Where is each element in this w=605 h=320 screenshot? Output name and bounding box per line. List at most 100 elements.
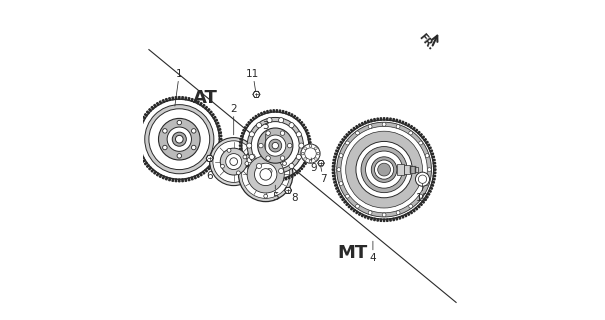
Polygon shape — [197, 101, 199, 104]
Polygon shape — [218, 145, 221, 147]
Text: AT: AT — [192, 89, 217, 107]
Polygon shape — [309, 148, 311, 149]
Polygon shape — [390, 219, 391, 221]
Polygon shape — [172, 179, 174, 181]
Circle shape — [226, 154, 242, 170]
Circle shape — [163, 145, 167, 150]
Circle shape — [382, 213, 386, 217]
Polygon shape — [426, 196, 428, 198]
Polygon shape — [137, 135, 140, 137]
Polygon shape — [250, 170, 252, 172]
Polygon shape — [143, 160, 146, 162]
Polygon shape — [433, 178, 435, 180]
Polygon shape — [215, 157, 218, 159]
Circle shape — [425, 182, 429, 186]
Polygon shape — [387, 219, 388, 221]
Polygon shape — [342, 198, 344, 201]
Polygon shape — [276, 179, 278, 181]
Polygon shape — [402, 215, 404, 218]
Circle shape — [419, 194, 423, 198]
Polygon shape — [434, 166, 436, 167]
Circle shape — [287, 143, 292, 148]
Polygon shape — [308, 151, 311, 153]
Polygon shape — [240, 145, 242, 146]
Bar — [404, 165, 410, 174]
Polygon shape — [396, 218, 397, 220]
Circle shape — [213, 141, 255, 182]
Polygon shape — [211, 114, 214, 116]
Circle shape — [305, 148, 316, 159]
Polygon shape — [422, 201, 425, 203]
Polygon shape — [384, 118, 385, 120]
Polygon shape — [399, 217, 401, 219]
Polygon shape — [215, 119, 218, 122]
Polygon shape — [344, 136, 346, 139]
Polygon shape — [219, 142, 222, 143]
Circle shape — [299, 143, 304, 148]
Circle shape — [428, 168, 431, 172]
Circle shape — [356, 141, 412, 198]
Polygon shape — [166, 99, 168, 101]
Polygon shape — [420, 203, 422, 205]
Polygon shape — [267, 178, 269, 181]
Polygon shape — [396, 119, 397, 122]
Polygon shape — [282, 110, 284, 113]
Polygon shape — [217, 125, 220, 127]
Circle shape — [289, 164, 294, 169]
Circle shape — [289, 123, 294, 128]
Polygon shape — [296, 172, 298, 174]
Polygon shape — [430, 150, 433, 152]
Polygon shape — [194, 100, 196, 102]
Polygon shape — [185, 97, 186, 100]
Polygon shape — [431, 153, 434, 155]
Polygon shape — [307, 132, 309, 134]
Polygon shape — [194, 176, 196, 179]
Polygon shape — [415, 129, 417, 132]
Polygon shape — [359, 213, 361, 215]
Text: 4: 4 — [370, 241, 376, 263]
Polygon shape — [243, 130, 245, 132]
Bar — [397, 164, 404, 175]
Circle shape — [191, 145, 196, 150]
Polygon shape — [211, 162, 214, 165]
Polygon shape — [253, 91, 260, 98]
Polygon shape — [154, 171, 156, 174]
Polygon shape — [154, 104, 156, 107]
Polygon shape — [213, 160, 216, 162]
Circle shape — [356, 204, 359, 208]
Polygon shape — [137, 139, 139, 140]
Polygon shape — [380, 118, 382, 120]
Polygon shape — [371, 119, 372, 122]
Polygon shape — [393, 119, 394, 121]
Polygon shape — [429, 190, 431, 192]
Polygon shape — [261, 112, 263, 115]
Polygon shape — [273, 110, 275, 112]
Circle shape — [345, 194, 350, 198]
Bar — [410, 166, 414, 173]
Polygon shape — [364, 121, 367, 124]
Polygon shape — [145, 114, 147, 116]
Polygon shape — [137, 145, 140, 147]
Text: 8: 8 — [288, 192, 298, 204]
Polygon shape — [162, 176, 165, 179]
Polygon shape — [308, 139, 311, 140]
Polygon shape — [309, 145, 311, 146]
Circle shape — [337, 168, 341, 172]
Circle shape — [266, 156, 270, 160]
Circle shape — [267, 118, 272, 123]
Circle shape — [419, 141, 423, 145]
Polygon shape — [139, 125, 142, 127]
Polygon shape — [218, 129, 221, 131]
Polygon shape — [344, 201, 346, 203]
Polygon shape — [202, 104, 205, 107]
Circle shape — [159, 118, 200, 160]
Polygon shape — [333, 175, 335, 177]
Polygon shape — [264, 111, 266, 114]
Polygon shape — [241, 132, 244, 134]
Polygon shape — [241, 135, 243, 137]
Circle shape — [339, 154, 343, 157]
Circle shape — [251, 122, 299, 170]
Circle shape — [210, 138, 258, 186]
Text: 10: 10 — [416, 184, 429, 204]
Circle shape — [301, 152, 304, 155]
